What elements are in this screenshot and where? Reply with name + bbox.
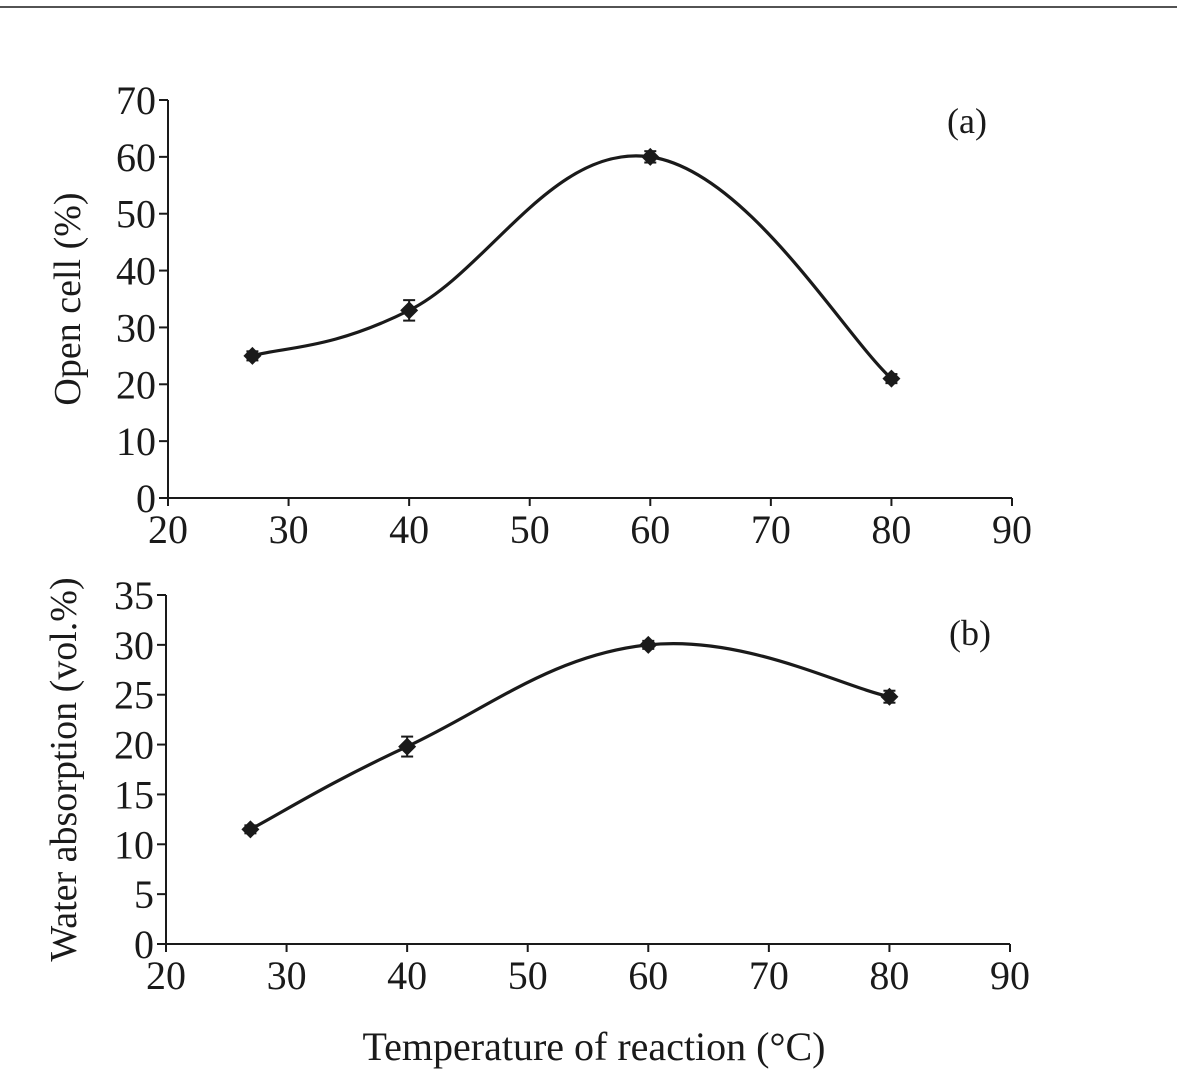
y-tick-label: 35 [114,573,154,618]
data-point-marker [639,635,658,654]
x-tick-label: 60 [628,953,668,998]
panel-label: (a) [947,101,987,141]
panel-label: (b) [949,613,991,653]
data-point-marker [243,346,262,365]
x-tick-label: 40 [389,507,429,552]
data-point-marker [241,820,260,839]
x-axis-title: Temperature of reaction (°C) [363,1024,826,1069]
y-tick-label: 40 [116,249,156,294]
y-tick-label: 0 [134,922,154,967]
y-tick-label: 30 [116,305,156,350]
data-point-marker [398,737,417,756]
x-tick-label: 30 [269,507,309,552]
chart-panel-a: Open cell (%) (a) 0 10 20 30 40 50 60 70 20 30 40 5… [47,78,1032,552]
data-point-marker [400,301,419,320]
y-tick-label: 15 [114,772,154,817]
y-tick-label: 25 [114,673,154,718]
y-tick-label: 10 [116,419,156,464]
data-point-marker [880,687,899,706]
x-tick-label: 20 [146,953,186,998]
data-point-marker [641,147,660,166]
chart-panel-b: Water absorption (vol.%) (b) 05101520253… [43,573,1030,998]
y-tick-label: 30 [114,623,154,668]
series-line [249,642,890,831]
y-axis-title: Open cell (%) [47,192,89,405]
x-tick-label: 70 [751,507,791,552]
data-point-marker [882,369,901,388]
y-tick-label: 0 [136,476,156,521]
x-tick-label: 60 [630,507,670,552]
y-tick-label: 5 [134,872,154,917]
y-tick-label: 60 [116,135,156,180]
x-tick-label: 30 [267,953,307,998]
series-line [251,154,893,380]
y-tick-label: 20 [116,362,156,407]
x-tick-label: 80 [869,953,909,998]
x-tick-label: 20 [148,507,188,552]
x-tick-label: 50 [510,507,550,552]
x-tick-label: 90 [992,507,1032,552]
y-tick-label: 70 [116,78,156,123]
y-axis-title: Water absorption (vol.%) [43,577,85,961]
x-tick-label: 90 [990,953,1030,998]
x-tick-label: 70 [749,953,789,998]
y-tick-label: 50 [116,192,156,237]
x-tick-label: 50 [508,953,548,998]
x-tick-label: 40 [387,953,427,998]
y-tick-label: 20 [114,723,154,768]
x-tick-label: 80 [871,507,911,552]
y-tick-label: 10 [114,822,154,867]
